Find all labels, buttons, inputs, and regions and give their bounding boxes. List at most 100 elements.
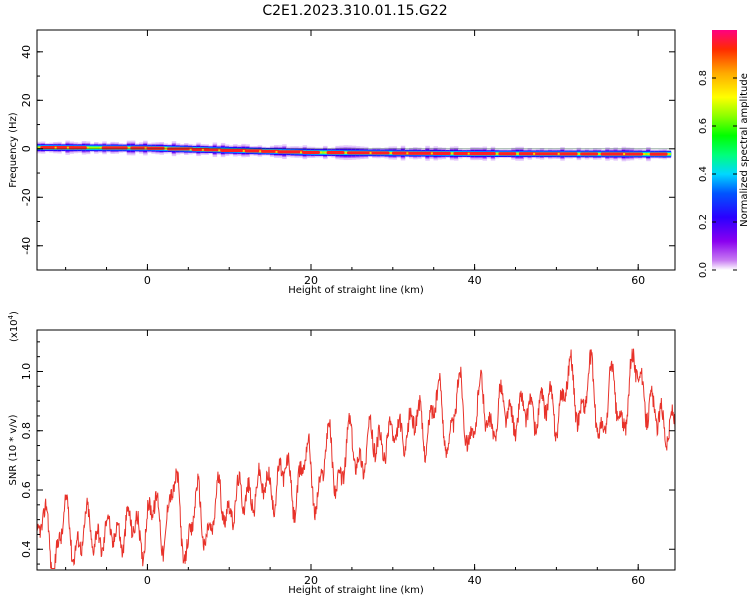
- heatmap-cell: [189, 148, 192, 151]
- heatmap-cell: [324, 151, 327, 154]
- heatmap-cell: [94, 146, 99, 149]
- heatmap-hot-cell: [453, 151, 472, 156]
- heatmap-cell: [320, 151, 323, 154]
- spectrogram-x-tick-label: 20: [304, 274, 318, 287]
- heatmap-hot-cell: [469, 152, 496, 156]
- heatmap-hot-cell: [244, 149, 263, 153]
- heatmap-hot-cell: [559, 152, 578, 156]
- snr-x-tick-label: 0: [144, 574, 151, 587]
- snr-series-line: [37, 348, 675, 570]
- heatmap-hot-cell: [580, 152, 599, 156]
- spectrogram-y-label: Frequency (Hz): [8, 112, 19, 188]
- heatmap-cell: [218, 149, 221, 152]
- heatmap-hot-cell: [347, 151, 374, 155]
- heatmap-cell: [259, 150, 262, 153]
- snr-x-ticks: 0 20 40 60: [65, 330, 645, 587]
- heatmap-hot-cell: [261, 149, 280, 153]
- heatmap-hot-cell: [146, 146, 165, 150]
- spectrogram-y-ticks: -40 -20 0 20 40: [20, 45, 675, 271]
- snr-x-tick-label: 60: [631, 574, 645, 587]
- heatmap-cell: [54, 146, 57, 149]
- snr-y-label: SNR (10 * v/v): [8, 414, 19, 485]
- heatmap-cell: [201, 148, 204, 151]
- heatmap-cell: [89, 146, 95, 149]
- heatmap-cell: [144, 147, 147, 150]
- spectrogram-y-tick-label: 40: [20, 45, 33, 59]
- snr-frame: [36, 329, 676, 571]
- snr-x-label: Height of straight line (km): [288, 585, 424, 596]
- heatmap-cell: [242, 149, 245, 152]
- heatmap-hot-cell: [498, 152, 517, 156]
- colorbar-tick-label: 0.8: [698, 70, 709, 86]
- heatmap-cell: [389, 152, 392, 155]
- heatmap-hot-cell: [220, 148, 247, 152]
- heatmap-cell: [667, 153, 670, 156]
- colorbar: 0.0 0.2 0.4 0.6 0.8 Normalized spectral ampl…: [698, 30, 750, 278]
- heatmap-cell: [467, 152, 470, 155]
- heatmap-cell: [516, 152, 519, 155]
- figure-title: C2E1.2023.310.01.15.G22: [262, 3, 447, 19]
- spectrogram-y-tick-label: 20: [20, 93, 33, 107]
- snr-y-ticks: 0.4 0.6 0.8 1.0: [20, 341, 675, 565]
- heatmap-cell: [647, 153, 650, 156]
- heatmap-cell: [643, 153, 646, 156]
- heatmap-cell: [598, 152, 601, 155]
- colorbar-gradient: [712, 30, 737, 270]
- heatmap-cell: [430, 152, 433, 155]
- spectrogram-y-tick-label: -40: [20, 237, 33, 255]
- colorbar-tick-label: 0.4: [698, 166, 709, 182]
- heatmap-cell: [533, 152, 536, 155]
- snr-y-tick-label: 0.4: [20, 541, 33, 559]
- heatmap-cell: [66, 146, 69, 149]
- colorbar-ticks: 0.0 0.2 0.4 0.6 0.8: [698, 70, 737, 278]
- heatmap-hot-cell: [326, 151, 345, 155]
- heatmap-hot-cell: [391, 151, 410, 155]
- heatmap-cell: [345, 151, 348, 154]
- spectrogram-x-tick-label: 40: [468, 274, 482, 287]
- spectrogram-heatmap: [37, 140, 675, 162]
- spectrogram-panel: 0 20 40 60 -40 -20 0 20 40 Height of straight l…: [8, 29, 676, 296]
- heatmap-hot-cell: [600, 152, 627, 156]
- spectrogram-x-label: Height of straight line (km): [288, 285, 424, 296]
- spectrogram-frame: [36, 29, 676, 271]
- colorbar-label: Normalized spectral amplitude: [739, 73, 750, 227]
- heatmap-hot-cell: [371, 151, 390, 155]
- snr-y-tick-label: 1.0: [20, 363, 33, 381]
- heatmap-cell: [623, 153, 626, 156]
- heatmap-cell: [557, 152, 560, 155]
- heatmap-cell: [38, 146, 41, 149]
- heatmap-hot-cell: [625, 152, 644, 156]
- heatmap-cell: [369, 151, 372, 154]
- heatmap-cell: [128, 147, 131, 150]
- heatmap-cell: [99, 146, 102, 149]
- heatmap-cell: [578, 152, 581, 155]
- heatmap-hot-cell: [302, 150, 321, 155]
- snr-panel: 0 20 40 60 0.4 0.6 0.8 1.0 Height of straight …: [7, 311, 676, 596]
- heatmap-hot-cell: [277, 150, 304, 154]
- heatmap-hot-cell: [535, 152, 562, 156]
- heatmap-hot-cell: [518, 152, 537, 156]
- snr-x-tick-label: 20: [304, 574, 318, 587]
- heatmap-hot-cell: [432, 151, 451, 155]
- heatmap-hot-cell: [649, 152, 668, 156]
- spectrogram-x-tick-label: 0: [144, 274, 151, 287]
- colorbar-tick-label: 0.6: [698, 118, 709, 134]
- heatmap-cell: [86, 146, 89, 149]
- snr-y-tick-label: 0.8: [20, 422, 33, 440]
- snr-y-tick-label: 0.6: [20, 481, 33, 499]
- heatmap-cell: [275, 150, 278, 153]
- spectrogram-y-tick-label: 0: [20, 145, 33, 152]
- snr-x-tick-label: 40: [468, 574, 482, 587]
- heatmap-hot-cell: [408, 151, 435, 155]
- heatmap-cell: [300, 151, 303, 154]
- snr-y-multiplier: (x104): [7, 311, 20, 342]
- heatmap-cell: [406, 152, 409, 155]
- colorbar-tick-label: 0.0: [698, 262, 709, 278]
- heatmap-cell: [496, 152, 499, 155]
- heatmap-cell: [451, 152, 454, 155]
- spectrogram-x-tick-label: 60: [631, 274, 645, 287]
- spectrogram-y-tick-label: -20: [20, 188, 33, 206]
- spectrogram-x-ticks: 0 20 40 60: [65, 30, 645, 287]
- colorbar-tick-label: 0.2: [698, 214, 709, 230]
